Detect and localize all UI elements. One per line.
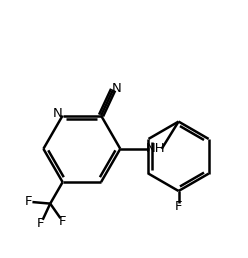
Text: F: F — [25, 195, 32, 208]
Text: F: F — [175, 200, 182, 213]
Text: N: N — [111, 82, 121, 95]
Text: F: F — [59, 215, 66, 228]
Text: F: F — [37, 217, 45, 230]
Text: N: N — [52, 107, 62, 120]
Text: NH: NH — [145, 142, 165, 155]
